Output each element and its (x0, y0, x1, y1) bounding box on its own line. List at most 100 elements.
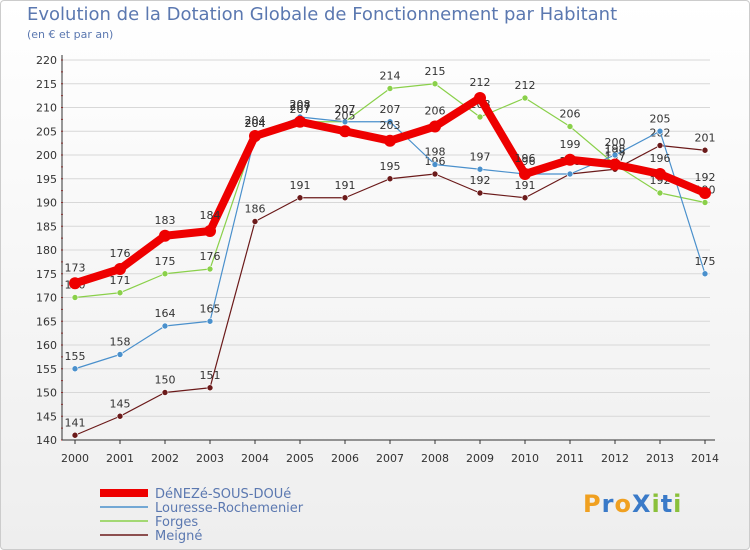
data-point (429, 120, 441, 133)
y-tick-label: 140 (36, 434, 57, 447)
x-tick-label: 2001 (106, 452, 134, 465)
data-point (654, 168, 666, 180)
y-tick-label: 205 (36, 125, 57, 138)
x-tick-label: 2000 (61, 452, 89, 465)
data-label: 207 (335, 103, 356, 116)
data-point (611, 151, 619, 159)
x-tick-label: 2005 (286, 452, 314, 465)
data-point (656, 127, 664, 135)
y-tick-label: 185 (36, 220, 57, 233)
data-label: 208 (290, 98, 311, 111)
data-label: 199 (560, 138, 581, 151)
data-point (116, 412, 124, 420)
data-label: 206 (560, 108, 581, 121)
data-point (476, 189, 484, 197)
y-tick-label: 155 (36, 363, 57, 376)
data-point (206, 384, 214, 392)
data-point (564, 153, 576, 166)
y-tick-label: 195 (36, 173, 57, 186)
data-label: 141 (65, 416, 86, 429)
data-point (159, 229, 171, 242)
data-label: 200 (605, 136, 626, 149)
x-tick-label: 2012 (601, 452, 629, 465)
data-point (521, 94, 529, 102)
data-label: 192 (470, 174, 491, 187)
data-point (431, 80, 439, 88)
data-label: 164 (155, 307, 176, 320)
data-label: 192 (695, 171, 716, 184)
x-tick-label: 2010 (511, 452, 539, 465)
data-label: 197 (470, 150, 491, 163)
data-point (566, 123, 574, 130)
data-label: 191 (290, 179, 311, 192)
x-tick-label: 2007 (376, 452, 404, 465)
y-tick-label: 180 (36, 244, 57, 257)
logo-letter: t (660, 490, 674, 518)
data-point (204, 225, 216, 237)
data-label: 198 (605, 143, 626, 156)
data-point (699, 187, 711, 199)
data-label: 150 (155, 374, 176, 387)
data-label: 212 (515, 79, 536, 92)
data-label: 195 (380, 160, 401, 173)
data-point (206, 265, 214, 273)
y-tick-label: 150 (36, 387, 57, 400)
data-label: 171 (110, 274, 131, 287)
chart-subtitle: (en € et par an) (27, 28, 114, 41)
data-point (114, 263, 126, 275)
x-tick-label: 2013 (646, 452, 674, 465)
x-tick-label: 2003 (196, 452, 224, 465)
logo-letter: X (631, 490, 652, 518)
data-label: 155 (65, 350, 86, 363)
y-tick-label: 200 (36, 149, 57, 162)
data-label: 151 (200, 369, 221, 382)
data-label: 205 (335, 109, 356, 122)
data-point (116, 351, 124, 358)
x-tick-label: 2006 (331, 452, 359, 465)
data-label: 175 (695, 255, 716, 268)
data-label: 212 (470, 76, 491, 89)
x-tick-label: 2009 (466, 452, 494, 465)
data-point (701, 270, 709, 278)
data-label: 198 (425, 146, 446, 159)
data-point (341, 118, 349, 126)
data-point (206, 317, 214, 325)
data-label: 206 (425, 105, 446, 118)
y-tick-label: 170 (36, 292, 57, 305)
data-label: 203 (380, 119, 401, 132)
data-label: 145 (110, 397, 131, 410)
data-label: 176 (200, 250, 221, 263)
logo-letter: o (614, 490, 632, 518)
data-point (701, 199, 709, 206)
data-point (476, 113, 484, 121)
legend-label-3: Meigné (155, 529, 202, 544)
data-label: 201 (695, 131, 716, 144)
logo-letter: i (651, 490, 661, 518)
x-tick-label: 2008 (421, 452, 449, 465)
data-point (431, 161, 439, 168)
data-point (71, 294, 79, 301)
y-tick-label: 165 (36, 315, 57, 328)
legend-label-0: DéNEZé-SOUS-DOUé (155, 487, 291, 502)
data-label: 191 (335, 179, 356, 192)
data-label: 207 (380, 103, 401, 116)
series-line-3 (74, 144, 706, 436)
data-point (71, 431, 79, 439)
data-point (161, 389, 169, 396)
data-label: 186 (245, 203, 266, 216)
x-tick-label: 2011 (556, 452, 584, 465)
data-point (71, 365, 79, 373)
data-point (251, 218, 259, 225)
data-point (474, 92, 486, 104)
y-tick-label: 160 (36, 339, 57, 352)
data-label: 207 (290, 100, 311, 113)
y-tick-label: 145 (36, 410, 57, 423)
data-label: 204 (245, 114, 266, 127)
y-tick-label: 175 (36, 268, 57, 281)
chart-title: Evolution de la Dotation Globale de Fonc… (27, 4, 618, 25)
x-tick-label: 2004 (241, 452, 269, 465)
data-label: 175 (155, 255, 176, 268)
data-label: 204 (245, 117, 266, 130)
